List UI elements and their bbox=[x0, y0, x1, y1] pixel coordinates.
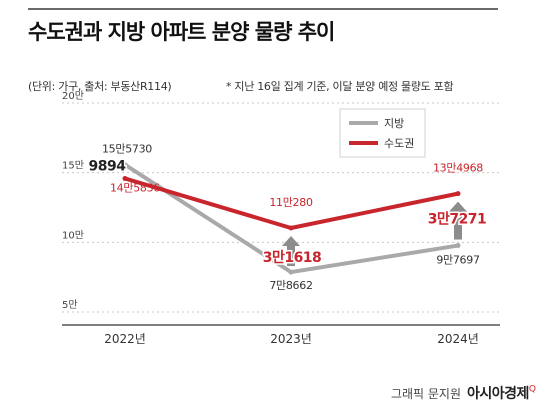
data-point bbox=[455, 191, 461, 197]
graphic-credit: 그래픽 문지원 bbox=[390, 387, 461, 401]
data-point bbox=[122, 175, 128, 181]
data-label-regional: 15만5730 bbox=[102, 143, 152, 156]
arrow-head bbox=[282, 236, 300, 247]
data-label-capital: 14만5836 bbox=[110, 181, 160, 194]
data-point bbox=[455, 243, 461, 249]
unit-source-note: (단위: 가구, 출처: 부동산R114) bbox=[28, 80, 172, 93]
x-tick-label: 2024년 bbox=[437, 332, 479, 346]
top-rule bbox=[28, 8, 498, 10]
legend-label: 수도권 bbox=[384, 137, 414, 150]
difference-label: 3만7271 bbox=[428, 212, 487, 228]
brand-mark-icon: Q bbox=[528, 384, 536, 395]
arrow-shaft bbox=[287, 244, 295, 267]
footer: 그래픽 문지원 아시아경제Q bbox=[391, 383, 536, 403]
data-label-capital: 11만280 bbox=[269, 196, 313, 209]
arrow-shaft bbox=[454, 209, 462, 240]
y-tick-label: 20만 bbox=[62, 90, 84, 102]
up-arrow-icon bbox=[282, 236, 300, 267]
arrow-head bbox=[449, 201, 467, 212]
data-label-regional: 7만8662 bbox=[269, 279, 312, 292]
y-tick-label: 15만 bbox=[62, 160, 84, 172]
x-tick-label: 2023년 bbox=[270, 332, 312, 346]
data-point bbox=[122, 162, 128, 168]
legend-box bbox=[339, 108, 426, 158]
legend-label: 지방 bbox=[384, 117, 404, 130]
aggregation-note: * 지난 16일 집계 기준, 이달 분양 예정 물량도 포함 bbox=[226, 80, 454, 93]
difference-label: 3만1618 bbox=[263, 250, 322, 266]
x-tick-label: 2022년 bbox=[104, 332, 146, 346]
chart-title: 수도권과 지방 아파트 분양 물량 추이 bbox=[28, 20, 335, 44]
y-tick-label: 5만 bbox=[62, 299, 78, 311]
y-tick-label: 10만 bbox=[62, 229, 84, 241]
difference-label: 9894 bbox=[89, 158, 127, 174]
data-label-regional: 9만7697 bbox=[436, 254, 480, 267]
brand-logo-text: 아시아경제 bbox=[467, 386, 529, 402]
data-point bbox=[288, 269, 294, 275]
data-label-capital: 13만4968 bbox=[433, 162, 483, 175]
data-point bbox=[288, 225, 294, 231]
up-arrow-icon bbox=[449, 201, 467, 240]
